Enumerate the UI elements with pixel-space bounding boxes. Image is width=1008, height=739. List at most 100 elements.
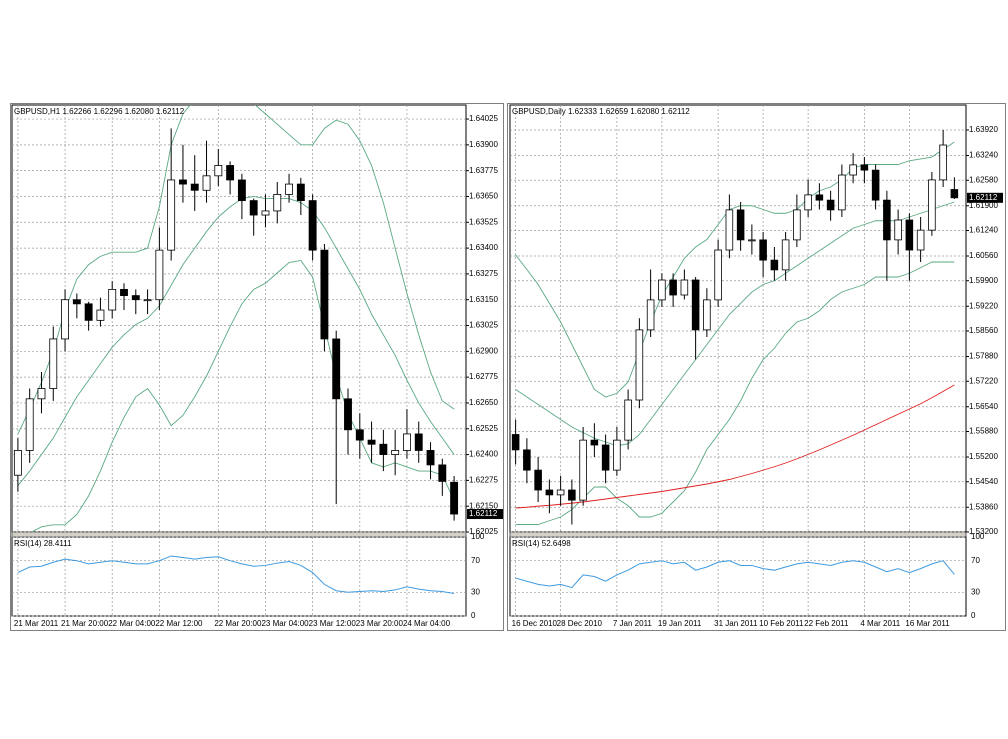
candle-body xyxy=(590,439,599,446)
rsi-title: RSI(14) 52.6498 xyxy=(512,539,571,548)
y-tick-label: 1.62525 xyxy=(469,424,498,433)
y-tick-label: 1.63025 xyxy=(469,321,498,330)
y-tick-label: 1.60560 xyxy=(969,251,998,260)
x-tick-label: 22 Mar 04:00 xyxy=(108,619,156,628)
rsi-tick-label: 100 xyxy=(971,532,985,541)
x-tick-label: 4 Mar 2011 xyxy=(860,619,900,628)
candle-body xyxy=(61,299,69,340)
x-tick-label: 24 Mar 04:00 xyxy=(403,619,451,628)
candle-body xyxy=(534,469,542,491)
candle-body xyxy=(320,249,329,340)
rsi-tick-label: 70 xyxy=(471,556,480,565)
candle-body xyxy=(579,439,587,501)
rsi-plot xyxy=(17,555,455,595)
candle-body xyxy=(179,179,187,185)
y-tick-label: 1.63525 xyxy=(469,217,498,226)
candle-body xyxy=(155,249,164,301)
indicator-line xyxy=(515,141,955,398)
y-tick-label: 1.62775 xyxy=(469,372,498,381)
y-tick-label: 1.59220 xyxy=(969,301,998,310)
candle-body xyxy=(736,209,745,241)
candle-body xyxy=(703,299,711,331)
y-tick-label: 1.54540 xyxy=(969,477,998,486)
candle-body xyxy=(344,398,352,431)
x-tick-label: 22 Mar 20:00 xyxy=(214,619,262,628)
y-tick-label: 1.56540 xyxy=(969,402,998,411)
rsi-panel xyxy=(509,536,967,617)
candle-body xyxy=(714,249,722,301)
candle-body xyxy=(916,229,925,251)
y-tick-label: 1.62025 xyxy=(469,527,498,536)
panel-separator xyxy=(509,531,967,538)
y-tick-label: 1.62900 xyxy=(469,346,498,355)
y-tick-label: 1.61900 xyxy=(969,201,998,210)
candle-body xyxy=(13,450,22,476)
price-plot xyxy=(13,105,459,532)
x-tick-label: 28 Dec 2010 xyxy=(557,619,603,628)
rsi-line xyxy=(515,560,955,589)
candle-body xyxy=(748,239,756,242)
rsi-panel xyxy=(11,536,467,617)
panel-separator xyxy=(11,531,467,538)
y-tick-label: 1.57220 xyxy=(969,376,998,385)
candle-body xyxy=(49,338,58,389)
candle-body xyxy=(568,489,576,501)
y-tick-label: 1.62580 xyxy=(969,175,998,184)
x-tick-label: 22 Mar 12:00 xyxy=(155,619,203,628)
rsi-tick-label: 100 xyxy=(471,532,485,541)
candle-body xyxy=(285,183,293,195)
x-tick-label: 22 Feb 2011 xyxy=(804,619,849,628)
y-tick-label: 1.55880 xyxy=(969,427,998,436)
candle-body xyxy=(108,288,117,311)
candle-body xyxy=(120,288,128,296)
candle-body xyxy=(72,299,81,305)
candle-body xyxy=(37,388,46,400)
candle-body xyxy=(296,183,305,202)
candle-body xyxy=(759,239,767,261)
candle-body xyxy=(939,144,947,181)
rsi-plot xyxy=(515,560,955,589)
rsi-tick-label: 0 xyxy=(971,611,976,620)
x-tick-label: 16 Dec 2010 xyxy=(512,619,558,628)
y-tick-label: 1.63150 xyxy=(469,295,498,304)
candle-body xyxy=(894,219,902,241)
x-tick-label: 7 Jan 2011 xyxy=(613,619,653,628)
candle-body xyxy=(367,439,376,445)
candle-body xyxy=(202,175,211,191)
x-tick-label: 23 Mar 12:00 xyxy=(309,619,357,628)
y-tick-label: 1.62400 xyxy=(469,450,498,459)
y-tick-label: 1.59900 xyxy=(969,276,998,285)
candle-body xyxy=(426,450,435,466)
candle-body xyxy=(308,200,317,251)
candle-body xyxy=(511,434,520,451)
indicator-line xyxy=(17,196,455,486)
x-tick-label: 21 Mar 20:00 xyxy=(61,619,109,628)
rsi-tick-label: 30 xyxy=(471,587,480,596)
candle-body xyxy=(770,259,779,271)
price-panel xyxy=(11,104,467,533)
candle-body xyxy=(332,338,341,400)
candle-body xyxy=(25,398,34,451)
candle-body xyxy=(414,433,423,451)
current-price-label: 1.62112 xyxy=(469,509,498,518)
y-tick-label: 1.53860 xyxy=(969,502,998,511)
candle-body xyxy=(131,295,140,301)
chart-title: GBPUSD,Daily 1.62333 1.62659 1.62080 1.6… xyxy=(512,107,690,116)
candle-body xyxy=(624,399,632,441)
rsi-tick-label: 30 xyxy=(971,587,980,596)
y-tick-label: 1.63240 xyxy=(969,151,998,160)
y-tick-label: 1.62150 xyxy=(469,501,498,510)
candle-body xyxy=(680,279,689,296)
candle-body xyxy=(379,443,388,455)
rsi-tick-label: 70 xyxy=(971,556,980,565)
x-tick-label: 23 Mar 04:00 xyxy=(261,619,309,628)
candle-body xyxy=(391,450,400,455)
indicator-line xyxy=(515,201,955,447)
candle-body xyxy=(601,444,610,471)
candle-body xyxy=(214,165,223,177)
candle-body xyxy=(545,489,554,496)
candle-body xyxy=(838,174,846,211)
x-tick-label: 21 Mar 2011 xyxy=(14,619,59,628)
